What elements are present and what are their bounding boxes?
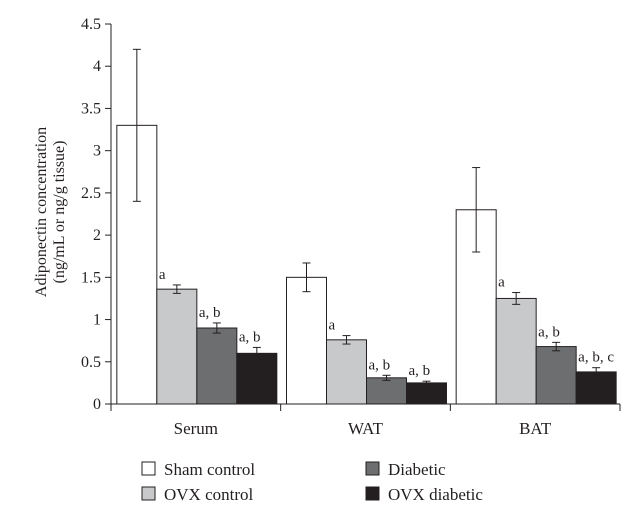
bar [326, 339, 367, 405]
y-tick-label: 2 [93, 227, 101, 244]
bar [286, 276, 327, 405]
significance-label: a, b [369, 357, 391, 373]
x-category-label: WAT [348, 419, 384, 438]
y-tick-label: 0 [93, 396, 101, 413]
significance-label: a, b [239, 329, 261, 345]
bar [156, 288, 198, 405]
bar [196, 327, 238, 405]
significance-label: a, b [538, 324, 560, 340]
legend-label: Diabetic [388, 460, 446, 479]
legend-swatch [365, 486, 380, 501]
bar [116, 124, 158, 405]
y-axis-label-line-1: Adiponectin concentration [33, 127, 50, 297]
legend-label: OVX diabetic [388, 485, 483, 504]
y-tick-label: 4.5 [81, 16, 101, 33]
y-tick-label: 0.5 [81, 354, 101, 371]
legend: Sham control OVX control Diabetic OVX diabe… [141, 460, 483, 504]
y-tick-label: 1 [93, 312, 101, 329]
legend-label: OVX control [164, 485, 254, 504]
legend-swatch [141, 486, 156, 501]
bar [495, 297, 537, 405]
bar [406, 382, 447, 405]
y-tick-label: 3.5 [81, 100, 101, 117]
error-bars-layer [132, 48, 601, 386]
legend-label: Sham control [164, 460, 255, 479]
bar [535, 346, 577, 405]
y-tick-label: 2.5 [81, 185, 101, 202]
y-axis-label: Adiponectin concentration (ng/mL or ng/g… [33, 127, 68, 297]
y-tick-label: 4 [93, 58, 101, 75]
bar [366, 377, 407, 405]
bar [575, 371, 617, 405]
significance-label: a [498, 275, 505, 291]
significance-label: a, b [409, 363, 431, 379]
significance-label: a, b [199, 305, 221, 321]
legend-swatch [365, 461, 380, 476]
y-tick-label: 3 [93, 143, 101, 160]
x-category-label: Serum [174, 419, 218, 438]
x-category-label: BAT [519, 419, 552, 438]
bar [236, 352, 278, 405]
significance-labels-layer: a a, b a, b a a, b a, b a a, b a, b, c [159, 267, 614, 379]
bars-layer [116, 124, 617, 405]
y-axis-label-line-2: (ng/mL or ng/g tissue) [51, 141, 68, 284]
significance-label: a [329, 318, 336, 334]
legend-swatch [141, 461, 156, 476]
y-tick-label: 1.5 [81, 269, 101, 286]
y-axis: 0 0.5 1 1.5 2 2.5 3 3.5 4 4.5 [81, 16, 112, 413]
significance-label: a [159, 267, 166, 283]
x-axis: Serum WAT BAT [110, 403, 621, 438]
significance-label: a, b, c [578, 350, 614, 366]
